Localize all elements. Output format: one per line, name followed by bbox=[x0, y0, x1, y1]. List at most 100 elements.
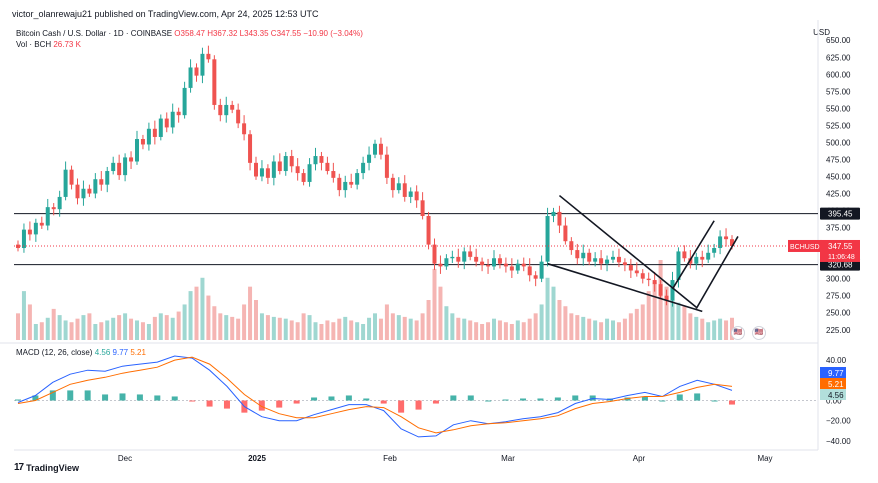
volume-bar bbox=[427, 300, 431, 340]
candle-body bbox=[165, 119, 169, 128]
candle-body bbox=[516, 264, 520, 271]
price-tick-label: 225.00 bbox=[826, 326, 851, 335]
candle-body bbox=[671, 280, 675, 300]
us-flag-icon[interactable]: 🇺🇸 bbox=[731, 326, 745, 340]
volume-bar bbox=[290, 320, 294, 340]
volume-bar bbox=[87, 313, 91, 340]
macd-histogram-bar bbox=[520, 398, 526, 400]
macd-histogram-bar bbox=[537, 398, 543, 400]
volume-bar bbox=[617, 322, 621, 340]
time-tick-label: 2025 bbox=[248, 454, 266, 463]
macd-value-label: 9.77 bbox=[828, 369, 844, 378]
candle-body bbox=[349, 182, 353, 185]
volume-bar bbox=[254, 300, 258, 340]
candle-body bbox=[200, 54, 204, 76]
macd-histogram-bar bbox=[381, 401, 387, 404]
macd-tick-label: −20.00 bbox=[826, 417, 851, 426]
macd-value-label: 5.21 bbox=[828, 380, 844, 389]
candle-body bbox=[123, 157, 127, 175]
volume-bar bbox=[16, 313, 20, 340]
macd-histogram-bar bbox=[485, 401, 491, 402]
volume-bar bbox=[700, 319, 704, 340]
candle-body bbox=[278, 161, 282, 171]
candle-body bbox=[46, 207, 50, 225]
candle-body bbox=[403, 183, 407, 197]
candle-body bbox=[242, 123, 246, 134]
candle-body bbox=[593, 258, 597, 261]
volume-bar bbox=[195, 287, 199, 340]
volume-bar bbox=[135, 320, 139, 340]
volume-bar bbox=[361, 324, 365, 340]
candle-body bbox=[224, 105, 228, 115]
volume-bar bbox=[433, 269, 437, 340]
volume-bar bbox=[46, 318, 50, 340]
volume-bar bbox=[409, 319, 413, 340]
macd-histogram-bar bbox=[207, 401, 213, 407]
candle-body bbox=[64, 170, 68, 197]
candle-body bbox=[153, 129, 157, 137]
volume-bar bbox=[200, 278, 204, 340]
volume-bar bbox=[58, 315, 62, 340]
volume-bar bbox=[272, 317, 276, 340]
volume-bar bbox=[534, 313, 538, 340]
volume-bar bbox=[189, 291, 193, 340]
tradingview-logo: 17 TradingView bbox=[14, 462, 79, 473]
candle-body bbox=[480, 262, 484, 265]
candle-body bbox=[397, 183, 401, 190]
volume-bar bbox=[724, 320, 728, 340]
candle-body bbox=[534, 275, 538, 278]
price-tick-label: 550.00 bbox=[826, 104, 851, 113]
volume-bar bbox=[171, 318, 175, 340]
candle-body bbox=[486, 265, 490, 266]
volume-bar bbox=[349, 320, 353, 340]
candle-body bbox=[510, 266, 514, 270]
volume-bar bbox=[676, 303, 680, 340]
candle-body bbox=[504, 264, 508, 267]
trendline bbox=[559, 196, 696, 308]
volume-bar bbox=[81, 315, 85, 340]
candle-body bbox=[641, 273, 645, 278]
price-tick-label: 375.00 bbox=[826, 224, 851, 233]
volume-bar bbox=[111, 318, 115, 340]
volume-bar bbox=[587, 319, 591, 340]
volume-bar bbox=[206, 296, 210, 340]
candle-body bbox=[331, 171, 335, 178]
candle-body bbox=[81, 189, 85, 199]
volume-bar bbox=[563, 306, 567, 340]
volume-bar bbox=[52, 309, 56, 340]
macd-tick-label: −40.00 bbox=[826, 437, 851, 446]
candle-body bbox=[391, 178, 395, 190]
candle-body bbox=[314, 156, 318, 164]
candle-body bbox=[587, 253, 591, 262]
level-price-label: 395.45 bbox=[828, 210, 853, 219]
volume-bar bbox=[367, 318, 371, 340]
volume-bar bbox=[129, 319, 133, 340]
candle-body bbox=[575, 250, 579, 258]
price-tick-label: 500.00 bbox=[826, 138, 851, 147]
volume-bar bbox=[236, 319, 240, 340]
volume-bar bbox=[450, 313, 454, 340]
volume-bar bbox=[218, 313, 222, 340]
us-flag-icon[interactable]: 🇺🇸 bbox=[752, 326, 766, 340]
price-tick-label: 250.00 bbox=[826, 309, 851, 318]
volume-bar bbox=[504, 322, 508, 340]
macd-histogram-bar bbox=[294, 401, 300, 404]
macd-histogram-bar bbox=[712, 401, 718, 402]
candle-body bbox=[355, 173, 359, 185]
candle-body bbox=[492, 258, 496, 266]
candle-body bbox=[105, 171, 109, 185]
volume-bar bbox=[474, 322, 478, 340]
time-tick-label: Apr bbox=[633, 454, 646, 463]
macd-histogram-bar bbox=[119, 393, 125, 400]
macd-histogram-bar bbox=[468, 395, 474, 400]
candle-body bbox=[653, 280, 657, 284]
price-tick-label: 650.00 bbox=[826, 36, 851, 45]
candle-body bbox=[367, 155, 371, 163]
candle-body bbox=[206, 54, 210, 59]
volume-bar bbox=[552, 287, 556, 340]
volume-bar bbox=[296, 322, 300, 340]
candle-body bbox=[444, 258, 448, 266]
volume-bar bbox=[147, 324, 151, 340]
candle-body bbox=[522, 264, 526, 267]
